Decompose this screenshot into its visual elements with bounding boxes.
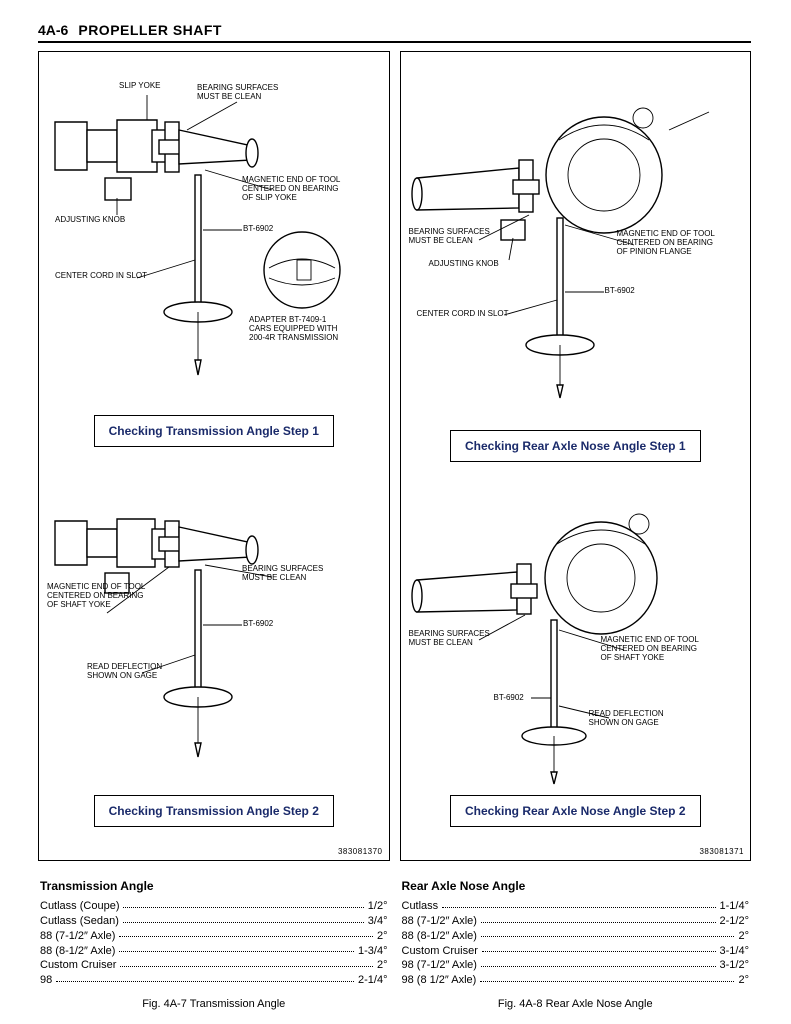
angle-dots	[119, 944, 354, 953]
label-center-cord-1: CENTER CORD IN SLOT	[55, 272, 147, 281]
angle-value: 2-1/2°	[720, 914, 749, 929]
label-tool-1: BT-6902	[243, 225, 273, 234]
angle-row: Cutlass (Sedan) 3/4°	[40, 914, 388, 929]
left-fig-code: 383081370	[338, 847, 383, 856]
angle-row: Cutlass (Coupe) 1/2°	[40, 899, 388, 914]
angle-value: 3-1/2°	[720, 958, 749, 973]
angle-value: 3/4°	[368, 914, 388, 929]
transmission-step1-svg	[47, 60, 377, 405]
rearaxle-angle-title: Rear Axle Nose Angle	[402, 879, 750, 893]
label-bearing-clean-r2: BEARING SURFACESMUST BE CLEAN	[409, 630, 509, 648]
angle-row: 98 2-1/4°	[40, 973, 388, 988]
angle-dots	[119, 929, 373, 938]
left-angle-section: Transmission Angle Cutlass (Coupe)1/2°Cu…	[38, 867, 390, 1010]
angle-name: Cutlass (Coupe)	[40, 899, 119, 914]
label-magnetic-r2: MAGNETIC END OF TOOLCENTERED ON BEARINGO…	[601, 636, 711, 662]
transmission-angle-title: Transmission Angle	[40, 879, 388, 893]
angle-dots	[123, 899, 363, 908]
label-adjusting-knob-r1: ADJUSTING KNOB	[429, 260, 499, 269]
angle-row: 88 (7-1/2″ Axle) 2-1/2°	[402, 914, 750, 929]
angle-row: Cutlass 1-1/4°	[402, 899, 750, 914]
angle-row: 88 (8-1/2″ Axle) 2°	[402, 929, 750, 944]
right-step2-box-wrap: Checking Rear Axle Nose Angle Step 2	[409, 795, 743, 827]
angle-row: 88 (7-1/2″ Axle) 2°	[40, 929, 388, 944]
right-step1-box: Checking Rear Axle Nose Angle Step 1	[450, 430, 701, 462]
angle-row: 98 (8 1/2″ Axle) 2°	[402, 973, 750, 988]
label-center-cord-r1: CENTER CORD IN SLOT	[417, 310, 509, 319]
angle-name: Custom Cruiser	[402, 944, 478, 959]
angle-row: 98 (7-1/2″ Axle) 3-1/2°	[402, 958, 750, 973]
fig-4a8-caption: Fig. 4A-8 Rear Axle Nose Angle	[400, 998, 752, 1010]
label-read-deflection-1: READ DEFLECTIONSHOWN ON GAGE	[87, 663, 162, 681]
label-adjusting-knob-1: ADJUSTING KNOB	[55, 216, 125, 225]
angle-dots	[481, 958, 716, 967]
right-angle-section: Rear Axle Nose Angle Cutlass1-1/4°88 (7-…	[400, 867, 752, 1010]
page-title: PROPELLER SHAFT	[78, 22, 222, 38]
angle-value: 2-1/4°	[358, 973, 387, 988]
angle-value: 1-3/4°	[358, 944, 387, 959]
angle-columns: Transmission Angle Cutlass (Coupe)1/2°Cu…	[38, 867, 751, 1010]
angle-name: Cutlass (Sedan)	[40, 914, 119, 929]
label-bearing-clean-r1: BEARING SURFACESMUST BE CLEAN	[409, 228, 509, 246]
angle-value: 2°	[738, 929, 749, 944]
left-step2-box: Checking Transmission Angle Step 2	[94, 795, 334, 827]
label-magnetic-r1: MAGNETIC END OF TOOLCENTERED ON BEARINGO…	[617, 230, 727, 256]
angle-value: 3-1/4°	[720, 944, 749, 959]
label-bearing-clean-1: BEARING SURFACESMUST BE CLEAN	[197, 84, 278, 102]
content-columns: SLIP YOKE BEARING SURFACESMUST BE CLEAN …	[38, 51, 751, 861]
label-read-deflection-r2: READ DEFLECTIONSHOWN ON GAGE	[589, 710, 664, 728]
transmission-step2-svg	[47, 465, 377, 785]
left-step1-box-wrap: Checking Transmission Angle Step 1	[47, 415, 381, 447]
angle-name: 88 (7-1/2″ Axle)	[40, 929, 115, 944]
angle-value: 1-1/4°	[720, 899, 749, 914]
angle-dots	[481, 914, 716, 923]
left-step1-box: Checking Transmission Angle Step 1	[94, 415, 334, 447]
left-step1-diagram: SLIP YOKE BEARING SURFACESMUST BE CLEAN …	[47, 60, 381, 405]
angle-name: 88 (8-1/2″ Axle)	[40, 944, 115, 959]
page-number: 4A-6	[38, 22, 68, 38]
label-adapter: ADAPTER BT-7409-1CARS EQUIPPED WITH200-4…	[249, 316, 338, 342]
right-step2-diagram: BEARING SURFACESMUST BE CLEAN MAGNETIC E…	[409, 480, 743, 785]
angle-name: Cutlass	[402, 899, 439, 914]
left-column: SLIP YOKE BEARING SURFACESMUST BE CLEAN …	[38, 51, 390, 861]
angle-name: 98 (7-1/2″ Axle)	[402, 958, 477, 973]
label-tool-2: BT-6902	[243, 620, 273, 629]
angle-row: Custom Cruiser 2°	[40, 958, 388, 973]
right-fig-code: 383081371	[699, 847, 744, 856]
angle-row: 88 (8-1/2″ Axle) 1-3/4°	[40, 944, 388, 959]
angle-dots	[123, 914, 364, 923]
right-step2-box: Checking Rear Axle Nose Angle Step 2	[450, 795, 701, 827]
angle-name: 88 (8-1/2″ Axle)	[402, 929, 477, 944]
page-header: 4A-6 PROPELLER SHAFT	[38, 22, 751, 43]
angle-dots	[482, 944, 716, 953]
right-step1-diagram: BEARING SURFACESMUST BE CLEAN ADJUSTING …	[409, 60, 743, 420]
left-step2-diagram: MAGNETIC END OF TOOLCENTERED ON BEARINGO…	[47, 465, 381, 785]
angle-value: 2°	[377, 958, 388, 973]
angle-name: 98 (8 1/2″ Axle)	[402, 973, 477, 988]
angle-dots	[480, 973, 734, 982]
angle-dots	[481, 929, 735, 938]
rearaxle-angle-rows: Cutlass1-1/4°88 (7-1/2″ Axle)2-1/2°88 (8…	[402, 899, 750, 988]
angle-name: 98	[40, 973, 52, 988]
label-bearing-clean-2: BEARING SURFACESMUST BE CLEAN	[242, 565, 323, 583]
angle-row: Custom Cruiser 3-1/4°	[402, 944, 750, 959]
angle-dots	[442, 899, 715, 908]
angle-value: 2°	[738, 973, 749, 988]
transmission-angle-rows: Cutlass (Coupe)1/2°Cutlass (Sedan)3/4°88…	[40, 899, 388, 988]
angle-dots	[56, 973, 354, 982]
angle-dots	[120, 958, 373, 967]
label-magnetic-2: MAGNETIC END OF TOOLCENTERED ON BEARINGO…	[47, 583, 147, 609]
label-magnetic-1: MAGNETIC END OF TOOLCENTERED ON BEARINGO…	[242, 176, 340, 202]
right-column: BEARING SURFACESMUST BE CLEAN ADJUSTING …	[400, 51, 752, 861]
angle-value: 1/2°	[368, 899, 388, 914]
right-step1-box-wrap: Checking Rear Axle Nose Angle Step 1	[409, 430, 743, 462]
left-step2-box-wrap: Checking Transmission Angle Step 2	[47, 795, 381, 827]
angle-name: Custom Cruiser	[40, 958, 116, 973]
angle-value: 2°	[377, 929, 388, 944]
fig-4a7-caption: Fig. 4A-7 Transmission Angle	[38, 998, 390, 1010]
label-tool-r1: BT-6902	[605, 287, 635, 296]
angle-name: 88 (7-1/2″ Axle)	[402, 914, 477, 929]
label-slip-yoke: SLIP YOKE	[119, 82, 161, 91]
label-tool-r2: BT-6902	[494, 694, 524, 703]
